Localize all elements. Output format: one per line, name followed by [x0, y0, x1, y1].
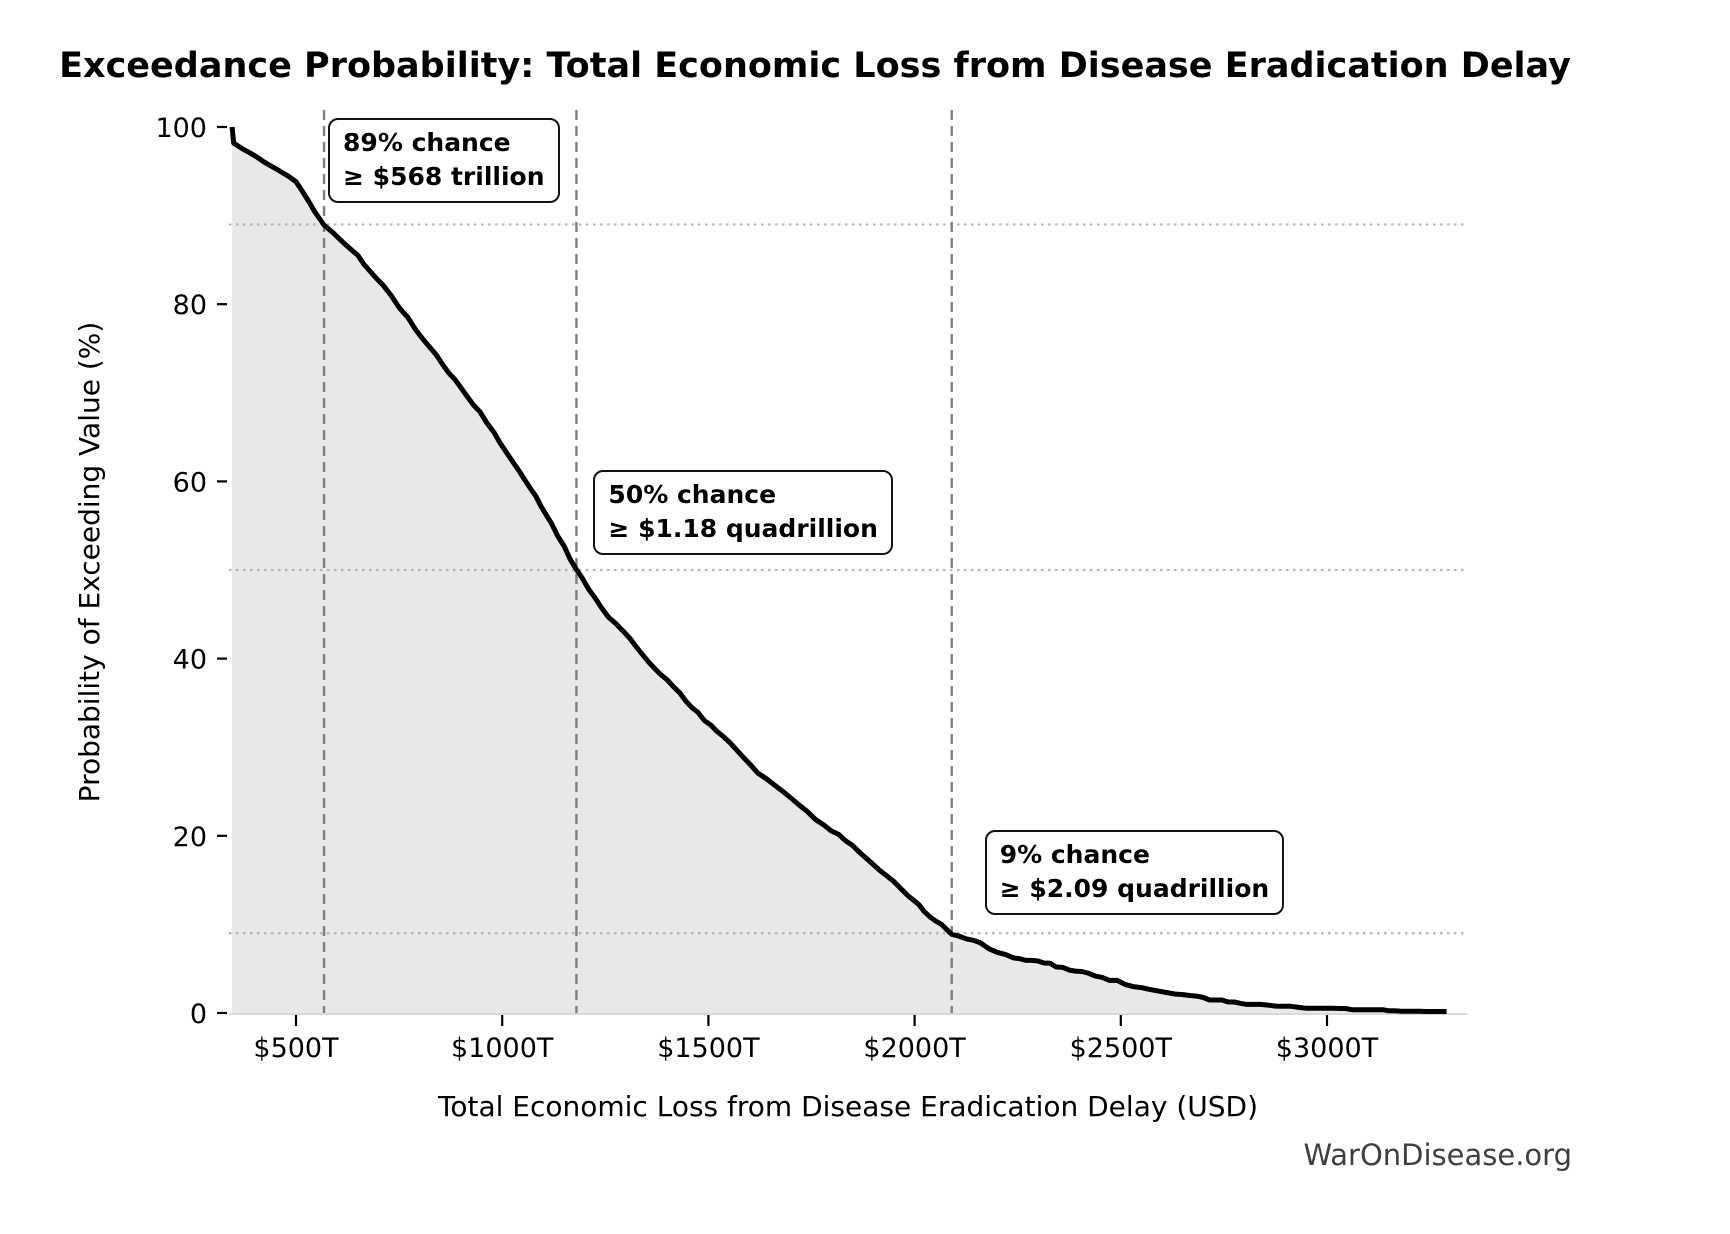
annotation-chance-line: 9% chance — [999, 840, 1150, 870]
y-tick-label: 100 — [155, 113, 207, 144]
y-tick-label: 60 — [173, 467, 207, 498]
annotation-chance-line: 50% chance — [608, 480, 777, 509]
y-axis-ticks: 100 80 60 40 20 0 — [155, 113, 227, 1030]
area-fill — [232, 127, 1447, 1013]
annotation-chance-line: 89% chance — [343, 128, 511, 158]
annotation-9pct: 9% chance ≥ $2.09 quadrillion — [984, 830, 1285, 916]
annotation-value-line: ≥ $568 trillion — [343, 161, 545, 191]
annotation-50pct: 50% chance ≥ $1.18 quadrillion — [593, 470, 893, 555]
y-tick-label: 0 — [190, 999, 207, 1030]
chart-title: Exceedance Probability: Total Economic L… — [59, 46, 1571, 86]
x-axis-label: Total Economic Loss from Disease Eradica… — [437, 1090, 1258, 1123]
exceedance-curve — [229, 126, 1447, 1014]
y-tick-label: 20 — [173, 822, 207, 853]
y-tick-label: 40 — [173, 645, 207, 676]
dashed-value-guides — [322, 110, 953, 1013]
x-tick-label: $2000T — [863, 1033, 966, 1064]
annotation-89pct: 89% chance ≥ $568 trillion — [328, 118, 560, 204]
annotation-value-line: ≥ $1.18 quadrillion — [608, 513, 878, 543]
x-axis-ticks: $500T $1000T $1500T $2000T $2500T $3000T — [253, 1015, 1379, 1064]
watermark: WarOnDisease.org — [1303, 1138, 1572, 1172]
x-tick-label: $1500T — [657, 1033, 760, 1064]
x-tick-label: $500T — [253, 1033, 339, 1064]
y-tick-label: 80 — [173, 290, 207, 321]
x-tick-label: $3000T — [1276, 1033, 1379, 1064]
annotation-value-line: ≥ $2.09 quadrillion — [999, 873, 1270, 903]
x-tick-label: $1000T — [451, 1033, 554, 1064]
x-tick-label: $2500T — [1070, 1033, 1173, 1064]
